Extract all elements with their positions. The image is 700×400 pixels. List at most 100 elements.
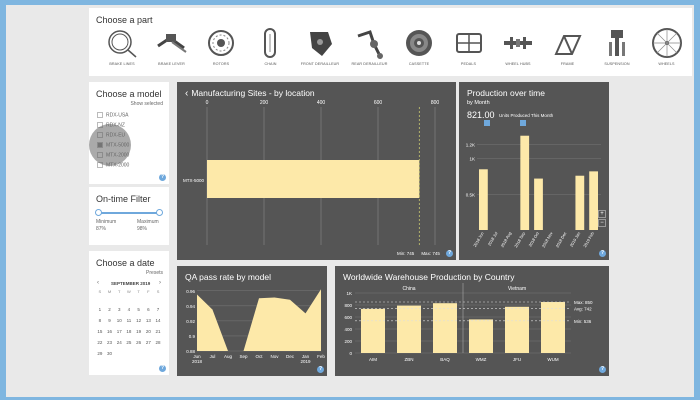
production-bar[interactable] <box>534 178 543 230</box>
back-chevron-icon[interactable]: ‹ <box>185 88 189 99</box>
warehouse-bar[interactable] <box>397 305 421 353</box>
part-rear-derailleur[interactable]: REAR DERAILLEUR <box>347 26 393 78</box>
range-handle-left[interactable] <box>484 120 490 126</box>
date-panel: Choose a date Presets ‹ SEPTEMBER 2019 ›… <box>89 251 169 375</box>
warehouse-bar[interactable] <box>361 308 385 353</box>
date-help-icon[interactable]: ? <box>159 365 166 372</box>
production-bar[interactable] <box>520 135 530 230</box>
calendar-day[interactable]: 3 <box>117 307 121 312</box>
calendar-day[interactable]: 4 <box>127 307 131 312</box>
warehouse-bar[interactable] <box>469 319 493 353</box>
presets-link[interactable]: Presets <box>146 270 163 276</box>
production-help-icon[interactable]: ? <box>599 250 606 257</box>
calendar-day[interactable]: 15 <box>97 329 103 334</box>
part-wheels[interactable]: WHEELS <box>644 26 690 78</box>
calendar-day[interactable]: 26 <box>136 340 142 345</box>
qa-help-icon[interactable]: ? <box>317 366 324 373</box>
frame-icon <box>553 35 582 55</box>
warehouse-y-tick: 200 <box>344 339 352 344</box>
wheel-icon <box>651 28 682 58</box>
calendar-day[interactable]: 22 <box>97 340 103 345</box>
calendar-day[interactable]: 14 <box>155 318 161 323</box>
sites-bar[interactable] <box>207 160 420 198</box>
calendar-day[interactable]: 27 <box>145 340 151 345</box>
calendar-day[interactable]: 16 <box>107 329 113 334</box>
warehouse-bar[interactable] <box>505 306 529 353</box>
qa-area-segment[interactable] <box>243 289 322 351</box>
calendar-day[interactable]: 28 <box>155 340 161 345</box>
calendar-day[interactable]: 30 <box>107 351 113 356</box>
production-x-tick: 2018 Sep <box>513 230 526 248</box>
calendar-day[interactable]: 23 <box>107 340 113 345</box>
warehouse-x-tick: AIM <box>369 357 377 362</box>
qa-x-tick: Jun <box>193 354 201 359</box>
calendar-day[interactable]: 18 <box>126 329 132 334</box>
calendar-day[interactable]: 9 <box>108 318 111 323</box>
part-frame[interactable]: FRAME <box>545 26 591 78</box>
calendar-month: SEPTEMBER 2019 <box>111 281 151 286</box>
part-brake-lever[interactable]: BRAKE LEVER <box>149 26 195 78</box>
part-cassette[interactable]: CASSETTE <box>396 26 442 78</box>
warehouse-bar[interactable] <box>433 303 457 353</box>
calendar-day[interactable]: 13 <box>145 318 151 323</box>
warehouse-chart: 1K 800 600 400 200 0 China Vietnam AIM ZBN BAQ WMZ J… <box>344 283 593 362</box>
production-chart: 1.2K 1K 0.5K 2018 Jun 2018 Jul 2018 Aug 2018 S… <box>466 120 601 248</box>
part-wheel-hubs[interactable]: WHEEL HUBS <box>495 26 541 78</box>
calendar-day[interactable]: 7 <box>156 307 160 312</box>
qa-x-tick: Jan <box>302 354 310 359</box>
part-label: CASSETTE <box>408 62 430 66</box>
checkbox-icon[interactable] <box>97 112 103 118</box>
calendar-day[interactable]: 29 <box>97 351 103 356</box>
calendar-day[interactable]: 8 <box>98 318 102 323</box>
calendar-day[interactable]: 24 <box>116 340 122 345</box>
zoom-out-button[interactable]: − <box>598 219 606 227</box>
calendar-day[interactable]: 5 <box>137 307 140 312</box>
calendar-prev-icon[interactable]: ‹ <box>97 280 99 286</box>
dashboard-screen: Choose a part BRAKE LINES BRAKE LEVER ROTO… <box>6 5 694 397</box>
show-selected-link[interactable]: Show selected <box>130 101 163 107</box>
model-help-icon[interactable]: ? <box>159 174 166 181</box>
warehouse-help-icon[interactable]: ? <box>599 366 606 373</box>
part-front-derailleur[interactable]: FRONT DERAILLEUR <box>297 26 343 78</box>
weekday-label: M <box>107 289 112 294</box>
zoom-in-button[interactable]: + <box>598 210 606 218</box>
range-handle-right[interactable] <box>520 120 526 126</box>
production-bar[interactable] <box>479 169 488 230</box>
qa-y-tick: 0.88 <box>186 349 195 354</box>
qa-y-tick: 0.94 <box>186 304 195 309</box>
calendar-day[interactable]: 2 <box>108 307 111 312</box>
production-bar[interactable] <box>575 175 585 230</box>
calendar-day[interactable]: 6 <box>147 307 150 312</box>
production-bar[interactable] <box>589 171 598 230</box>
warehouse-bar[interactable] <box>541 302 565 353</box>
part-suspension[interactable]: SUSPENSION <box>594 26 640 78</box>
part-chain[interactable]: CHAIN <box>248 26 294 78</box>
calendar-next-icon[interactable]: › <box>159 280 161 286</box>
warehouse-y-tick: 1K <box>346 291 352 296</box>
sites-tick-label: 0 <box>206 100 209 106</box>
calendar-day[interactable]: 1 <box>98 307 102 312</box>
manufacturing-sites-title-text: Manufacturing Sites - by location <box>191 88 315 98</box>
part-brake-lines[interactable]: BRAKE LINES <box>99 26 145 78</box>
calendar-day[interactable]: 10 <box>116 318 122 323</box>
part-label: PEDALS <box>460 62 477 66</box>
warehouse-x-tick: BAQ <box>440 357 450 362</box>
calendar-day[interactable]: 12 <box>136 318 142 323</box>
calendar-day[interactable]: 17 <box>116 329 122 334</box>
calendar-day[interactable]: 11 <box>126 318 132 323</box>
sites-tick-label: 400 <box>317 100 326 106</box>
ontime-max-value: 98% <box>137 226 148 232</box>
part-pedals[interactable]: PEDALS <box>446 26 492 78</box>
calendar-day[interactable]: 25 <box>126 340 132 345</box>
part-label: FRONT DERAILLEUR <box>300 62 340 66</box>
sites-help-icon[interactable]: ? <box>446 250 453 257</box>
calendar-day[interactable]: 19 <box>136 329 142 334</box>
ontime-slider-min-handle[interactable] <box>95 209 102 216</box>
qa-x-tick: Nov <box>270 354 279 359</box>
calendar-day[interactable]: 21 <box>155 329 161 334</box>
qa-area-segment[interactable] <box>197 294 228 351</box>
model-option[interactable]: RDX-USA <box>97 112 129 120</box>
ontime-slider-max-handle[interactable] <box>156 209 163 216</box>
part-rotors[interactable]: ROTORS <box>198 26 244 78</box>
calendar-day[interactable]: 20 <box>145 329 151 334</box>
